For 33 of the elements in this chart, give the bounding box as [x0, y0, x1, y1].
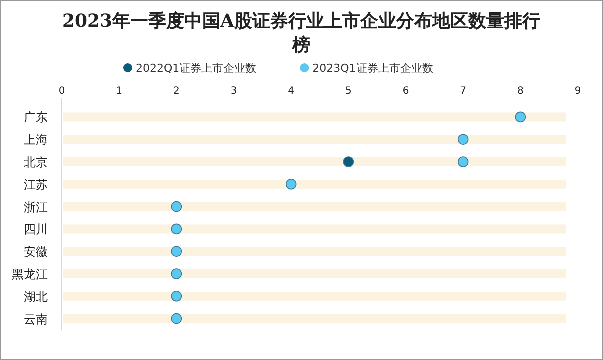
x-tick-label: 9 [574, 86, 582, 97]
point [171, 291, 182, 302]
y-tick-label: 安徽 [24, 245, 48, 260]
point [458, 134, 469, 145]
y-tick-label: 北京 [24, 156, 48, 170]
x-tick-label: 7 [460, 86, 467, 97]
x-tick-label: 2 [173, 86, 180, 97]
title: 2023年一季度中国A股证券行业上市企业分布地区数量排行榜 [62, 11, 541, 56]
x-tick-label: 1 [116, 86, 123, 97]
x-tick-label: 8 [517, 86, 524, 97]
y-tick-label: 四川 [24, 222, 48, 237]
point [171, 313, 182, 324]
y-tick-label: 湖北 [24, 290, 48, 304]
y-tick-label: 江苏 [24, 178, 48, 192]
legend-label: 2022Q1证券上市企业数 [136, 62, 257, 75]
point [171, 268, 182, 280]
x-tick-label: 6 [402, 86, 410, 97]
y-tick-label: 广东 [24, 110, 48, 125]
legend-label: 2023Q1证券上市企业数 [312, 62, 434, 75]
x-tick-label: 0 [58, 86, 66, 97]
y-tick-label: 黑龙江 [12, 268, 48, 282]
y-tick-label: 上海 [24, 133, 48, 148]
x-tick-label: 5 [345, 86, 352, 97]
point [171, 246, 182, 257]
point [286, 179, 297, 190]
point [171, 224, 182, 235]
y-tick-label: 云南 [24, 312, 48, 326]
point [515, 112, 526, 123]
point [458, 156, 469, 168]
point [171, 201, 182, 212]
x-tick-label: 4 [288, 86, 295, 97]
x-tick-label: 3 [230, 86, 238, 97]
y-tick-label: 浙江 [24, 200, 48, 214]
